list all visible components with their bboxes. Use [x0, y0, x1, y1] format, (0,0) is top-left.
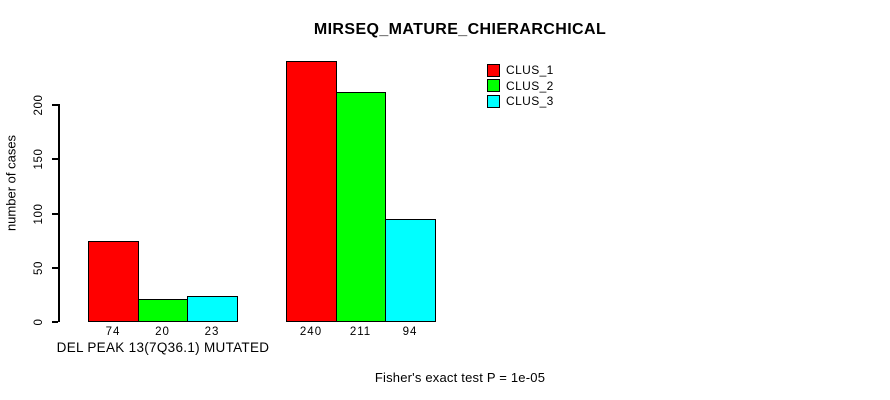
- bar-value-label: 240: [299, 326, 323, 338]
- bar-value-label: 211: [349, 326, 372, 338]
- y-axis-tick: [52, 213, 58, 215]
- y-axis-tick: [52, 321, 58, 323]
- bar-value-label: 94: [402, 326, 418, 338]
- y-axis-tick-label: 150: [33, 148, 45, 170]
- bar-clus_3-group-1: [187, 296, 238, 322]
- legend-swatch-clus_1: [487, 63, 500, 77]
- bar-value-label: 74: [105, 326, 121, 338]
- bar-clus_1-group-2: [286, 61, 337, 322]
- y-axis-line: [58, 104, 60, 322]
- legend-swatch-clus_3: [487, 94, 500, 108]
- legend-swatch-clus_2: [487, 79, 500, 92]
- y-axis-tick-label: 200: [33, 94, 45, 116]
- legend-label: CLUS_1: [506, 63, 554, 77]
- bar-clus_1-group-1: [88, 241, 139, 322]
- y-axis-tick-label: 0: [33, 318, 45, 326]
- y-axis-tick: [52, 158, 58, 160]
- legend-item: CLUS_3: [487, 94, 554, 108]
- bar-value-label: 20: [155, 326, 170, 338]
- category-label: DEL PEAK 13(7Q36.1) MUTATED: [56, 340, 270, 355]
- legend-label: CLUS_2: [506, 78, 554, 93]
- y-axis-tick: [52, 104, 58, 106]
- y-axis-tick-label: 100: [33, 203, 45, 225]
- annotation-text: Fisher's exact test P = 1e-05: [374, 370, 546, 385]
- y-axis-tick: [52, 267, 58, 269]
- bar-clus_3-group-2: [385, 219, 436, 322]
- chart-title: MIRSEQ_MATURE_CHIERARCHICAL: [313, 21, 607, 38]
- y-axis-label: number of cases: [3, 134, 19, 232]
- bar-clus_2-group-2: [336, 92, 386, 322]
- bar-value-label: 23: [204, 326, 220, 338]
- y-axis-tick-label: 50: [33, 261, 45, 275]
- legend-label: CLUS_3: [506, 94, 554, 108]
- legend: CLUS_1 CLUS_2 CLUS_3: [487, 63, 554, 110]
- legend-item: CLUS_1: [487, 63, 554, 77]
- bar-clus_2-group-1: [138, 299, 188, 322]
- legend-item: CLUS_2: [487, 79, 554, 93]
